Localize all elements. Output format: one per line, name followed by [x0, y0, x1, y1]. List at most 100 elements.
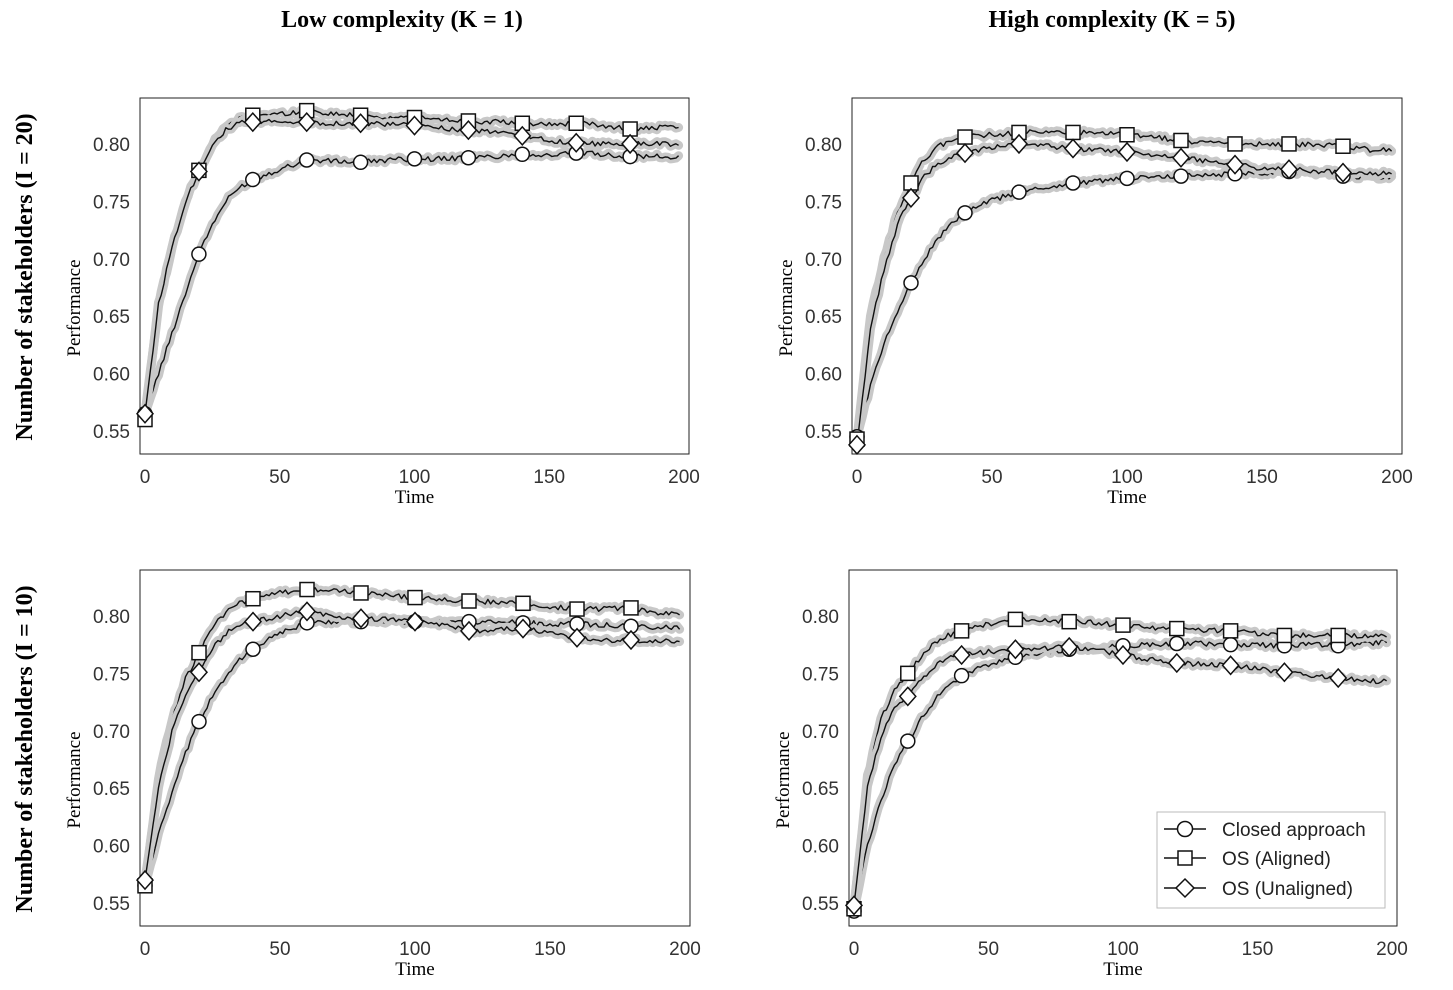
diamond-data-point [1221, 655, 1240, 676]
diamond-data-point [844, 895, 864, 916]
diamond-data-point [135, 869, 155, 891]
circle-marker-icon [1176, 820, 1194, 838]
diamond-data-point [1009, 133, 1029, 155]
legend-label: OS (Unaligned) [1222, 879, 1353, 900]
circle-data-point [191, 713, 207, 730]
circle-data-point [1222, 636, 1239, 653]
chart-panel-top-right: 0 50 100 150 200 0.55 0.60 0.65 0.70 0.75 0.80 Time… [776, 97, 1413, 508]
square-data-point [515, 595, 531, 612]
diamond-data-point [1279, 159, 1299, 180]
diamond-data-point [459, 120, 478, 141]
diamond-data-point [1060, 636, 1079, 658]
diamond-data-point [243, 611, 263, 632]
legend-item-closed-approach: Closed approach [1164, 820, 1366, 841]
diamond-data-point [513, 125, 532, 147]
square-data-point [1281, 136, 1297, 152]
x-tick-label: 150 [1246, 467, 1278, 488]
x-tick-label: 50 [269, 467, 290, 488]
circle-data-point [903, 275, 919, 291]
circle-data-point [352, 154, 369, 171]
y-tick-label: 0.70 [802, 722, 839, 743]
y-axis-label: Performance [64, 731, 85, 828]
y-tick-label: 0.80 [805, 135, 842, 156]
square-data-point [1330, 627, 1346, 644]
x-tick-label: 200 [669, 939, 701, 960]
circle-data-point [1065, 175, 1081, 191]
square-data-point [1061, 613, 1077, 630]
circle-data-point [1169, 635, 1185, 652]
square-data-point [1227, 136, 1243, 152]
diamond-data-point [513, 618, 533, 639]
diamond-data-point [459, 620, 479, 641]
circle-data-point [191, 246, 207, 262]
diamond-data-point [351, 113, 370, 134]
y-tick-label: 0.75 [802, 664, 839, 685]
legend-label: Closed approach [1222, 820, 1366, 841]
x-tick-label: 50 [978, 939, 999, 960]
y-tick-label: 0.65 [93, 779, 130, 800]
x-tick-label: 50 [981, 467, 1002, 488]
circle-data-point [953, 667, 970, 684]
y-tick-label: 0.70 [805, 250, 842, 271]
x-tick-label: 100 [1111, 467, 1143, 488]
y-tick-label: 0.75 [93, 664, 130, 685]
x-axis-label: Time [395, 959, 434, 980]
x-tick-label: 150 [534, 939, 566, 960]
diamond-data-point [955, 142, 975, 164]
x-tick-label: 200 [1376, 939, 1408, 960]
square-data-point [1335, 138, 1351, 154]
square-data-point [1222, 623, 1239, 639]
square-data-point [1065, 124, 1081, 141]
legend-label: OS (Aligned) [1222, 849, 1331, 870]
diamond-data-point [567, 627, 587, 648]
square-data-point [568, 115, 584, 132]
x-tick-label: 150 [533, 467, 565, 488]
y-axis-label: Performance [773, 731, 794, 828]
square-data-point [900, 665, 916, 682]
legend: Closed approach OS (Aligned) OS (Unalign… [1156, 811, 1386, 909]
diamond-data-point [1171, 147, 1191, 168]
diamond-marker-icon [1174, 877, 1196, 899]
x-axis-label: Time [1103, 959, 1142, 980]
x-tick-label: 0 [140, 467, 151, 488]
square-data-point [1115, 617, 1131, 633]
circle-data-point [245, 641, 261, 657]
square-data-point [953, 623, 970, 639]
y-axis-label: Performance [64, 259, 85, 356]
y-tick-label: 0.55 [93, 422, 130, 443]
circle-data-point [957, 205, 973, 221]
x-tick-label: 200 [668, 467, 700, 488]
square-marker-icon [1177, 850, 1193, 866]
circle-data-point [1173, 168, 1189, 184]
column-title-low-complexity: Low complexity (K = 1) [281, 7, 523, 33]
y-axis-label: Performance [776, 259, 797, 356]
circle-data-point [245, 171, 261, 188]
diamond-data-point [901, 187, 921, 209]
y-tick-label: 0.55 [802, 894, 839, 915]
x-tick-label: 0 [140, 939, 151, 960]
y-tick-label: 0.65 [805, 307, 842, 328]
y-tick-label: 0.70 [93, 722, 130, 743]
diamond-data-point [297, 601, 317, 622]
x-tick-label: 200 [1381, 467, 1413, 488]
diamond-data-point [1275, 662, 1294, 683]
y-tick-label: 0.70 [93, 250, 130, 271]
circle-data-point [900, 733, 916, 749]
circle-data-point [298, 152, 315, 168]
diamond-data-point [405, 115, 424, 136]
legend-item-os-unaligned: OS (Unaligned) [1164, 877, 1353, 900]
diamond-data-point [1329, 667, 1348, 689]
circle-data-point [406, 151, 423, 167]
diamond-data-point [1113, 644, 1133, 666]
row-title-i20: Number of stakeholders (I = 20) [12, 113, 38, 440]
legend-item-os-aligned: OS (Aligned) [1164, 849, 1331, 870]
y-tick-label: 0.60 [93, 837, 130, 858]
y-tick-label: 0.60 [93, 365, 130, 386]
x-tick-label: 50 [269, 939, 290, 960]
chart-panel-bottom-left: 0 50 100 150 200 0.55 0.60 0.65 0.70 0.75 0.80 Time… [64, 569, 701, 980]
diamond-data-point [1333, 162, 1353, 183]
circle-data-point [1119, 170, 1135, 187]
square-data-point [245, 590, 261, 607]
square-data-point [407, 589, 423, 606]
